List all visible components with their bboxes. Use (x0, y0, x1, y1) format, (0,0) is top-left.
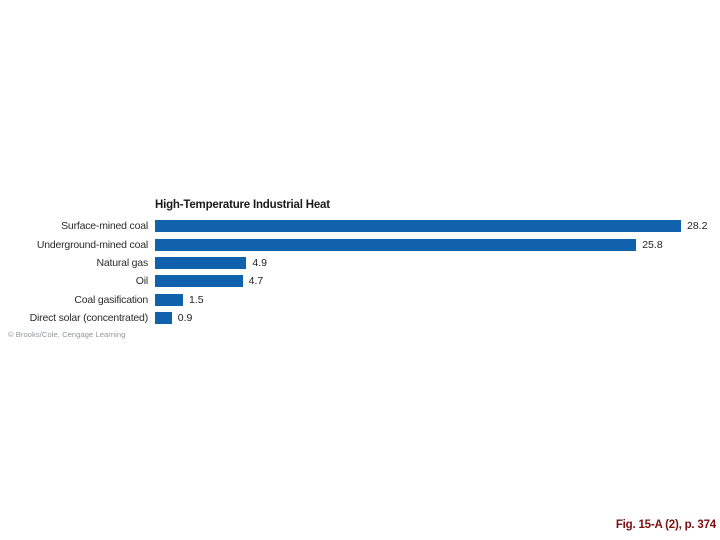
bar (155, 238, 637, 251)
bar (155, 312, 172, 325)
value-label: 0.9 (177, 312, 193, 325)
category-label: Natural gas (96, 256, 149, 269)
bar-row: Underground-mined coal 25.8 (0, 235, 720, 253)
bar-row: Natural gas 4.9 (0, 254, 720, 272)
value-label: 1.5 (188, 293, 204, 306)
bar-row: Coal gasification 1.5 (0, 291, 720, 309)
value-label: 25.8 (642, 238, 663, 251)
bar-row: Direct solar (concentrated) 0.9 (0, 309, 720, 327)
category-label: Direct solar (concentrated) (29, 312, 149, 325)
category-label: Coal gasification (74, 293, 148, 306)
category-label: Surface-mined coal (61, 220, 148, 233)
bar-chart: Surface-mined coal 28.2 Underground-mined … (0, 217, 720, 327)
bar (155, 275, 243, 288)
category-label: Underground-mined coal (36, 238, 148, 251)
value-label: 4.7 (248, 275, 264, 288)
bar-row: Surface-mined coal 28.2 (0, 217, 720, 235)
bar (155, 220, 681, 233)
value-label: 28.2 (687, 220, 708, 233)
bar-row: Oil 4.7 (0, 272, 720, 290)
category-label: Oil (135, 275, 148, 288)
value-label: 4.9 (252, 256, 267, 269)
copyright-note: © Brooks/Cole, Cengage Learning (8, 330, 126, 339)
bar (155, 293, 183, 306)
figure-caption: Fig. 15-A (2), p. 374 (615, 519, 716, 531)
chart-title: High-Temperature Industrial Heat (155, 199, 330, 211)
bar (155, 256, 247, 269)
